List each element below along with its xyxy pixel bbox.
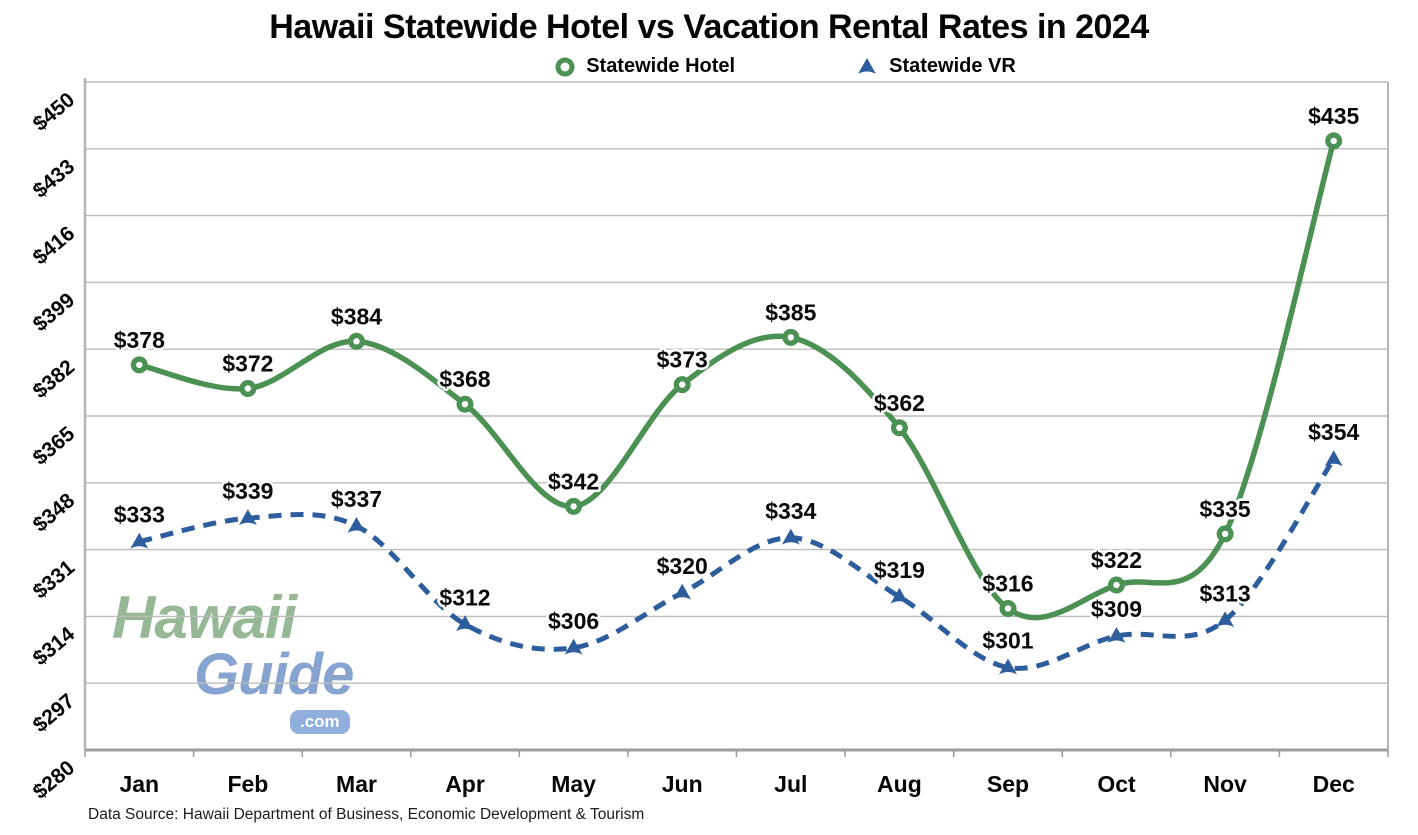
legend-item-hotel: Statewide Hotel (554, 55, 735, 78)
hotel-open-circle-marker-icon (555, 57, 575, 76)
hotel-series-line (136, 138, 1337, 621)
hotel-data-label: $373 (657, 347, 708, 373)
vr-data-point-marker (781, 528, 800, 545)
hotel-data-point-marker-hole (1330, 137, 1337, 145)
y-axis-label: $399 (29, 289, 80, 337)
x-axis-label: Mar (336, 771, 377, 797)
hotel-data-point-marker-hole (896, 424, 903, 431)
vr-data-label: $319 (874, 557, 925, 583)
vr-data-point-marker (130, 532, 149, 549)
vr-data-label: $334 (765, 498, 816, 524)
hotel-data-label: $342 (548, 468, 599, 494)
vr-data-label: $339 (222, 478, 273, 504)
vr-data-label: $337 (331, 486, 382, 512)
hotel-data-label: $384 (331, 303, 382, 329)
x-axis-label: Feb (227, 771, 268, 797)
watermark-hawaii-text: Hawaii (112, 584, 297, 651)
x-axis-label: Apr (445, 771, 485, 797)
watermark-com-badge: .com (290, 710, 350, 734)
hotel-data-point-marker-hole (570, 503, 577, 510)
hotel-data-point-marker-hole (461, 401, 469, 408)
legend-label-hotel: Statewide Hotel (586, 55, 736, 77)
legend-label-vr: Statewide VR (889, 55, 1016, 77)
vr-data-point-marker (347, 517, 366, 533)
y-axis-label: $450 (29, 88, 80, 136)
vr-data-point-marker (673, 583, 692, 600)
hotel-data-label: $362 (874, 390, 925, 416)
hotel-data-label: $385 (765, 299, 816, 325)
vr-data-label: $306 (548, 608, 599, 634)
y-axis-label: $280 (29, 756, 80, 804)
vr-data-label: $313 (1200, 580, 1251, 606)
x-axis-label: Jul (774, 771, 807, 797)
hotel-data-point-marker-hole (353, 338, 360, 345)
hotel-data-point-marker-hole (679, 381, 686, 388)
vr-data-point-marker (456, 615, 474, 632)
hotel-data-label: $368 (439, 366, 490, 392)
hotel-data-point-marker-hole (136, 361, 143, 369)
hotel-data-point-marker-hole (1113, 581, 1120, 589)
y-axis-label: $348 (29, 489, 80, 537)
vr-data-point-marker (238, 509, 257, 526)
vr-data-label: $309 (1091, 596, 1142, 622)
hotel-data-label: $378 (114, 327, 165, 353)
hotel-data-point-marker-hole (244, 385, 252, 392)
data-source-note: Data Source: Hawaii Department of Busine… (88, 806, 645, 823)
y-axis-label: $297 (29, 689, 80, 737)
vr-data-label: $320 (657, 553, 708, 579)
legend: Statewide Hotel Statewide VR (76, 55, 1418, 78)
vr-data-label: $354 (1308, 419, 1359, 445)
y-axis-label: $433 (29, 155, 80, 203)
hotel-data-label: $435 (1308, 103, 1359, 129)
hotel-data-point-marker-hole (1004, 605, 1012, 612)
vr-data-point-marker (1216, 611, 1235, 628)
vr-data-label: $333 (114, 502, 165, 528)
vr-data-point-marker (1324, 450, 1343, 467)
y-axis-label: $331 (29, 556, 80, 604)
y-axis-label: $314 (29, 622, 80, 670)
hotel-data-label: $322 (1091, 547, 1142, 573)
x-axis-label: Oct (1097, 771, 1136, 797)
x-axis-label: Jan (119, 771, 159, 797)
x-axis-label: Sep (987, 771, 1029, 797)
vr-data-point-marker (1107, 627, 1126, 643)
x-axis-label: May (551, 771, 596, 797)
vr-series-line (138, 457, 1336, 671)
x-axis-label: Jun (662, 771, 703, 797)
x-axis-label: Dec (1313, 771, 1355, 797)
vr-triangle-marker-icon (858, 57, 877, 74)
hotel-data-label: $372 (222, 351, 273, 377)
hotel-data-point-marker-hole (1221, 530, 1229, 538)
y-axis-label: $416 (29, 222, 80, 270)
watermark-guide-text: Guide (194, 642, 354, 707)
y-axis-label: $382 (29, 355, 80, 403)
vr-data-label: $312 (439, 584, 490, 610)
hotel-data-label: $316 (982, 571, 1033, 597)
vr-data-point-marker (999, 658, 1017, 675)
hotel-data-point-marker-hole (787, 334, 794, 341)
hawaiiguide-watermark-logo: Hawaii Guide .com (112, 588, 372, 748)
vr-data-label: $301 (982, 628, 1033, 654)
x-axis-label: Aug (877, 771, 922, 797)
y-axis-label: $365 (29, 422, 80, 470)
legend-item-vr: Statewide VR (855, 55, 1016, 78)
vr-data-point-marker (890, 587, 909, 604)
chart-title: Hawaii Statewide Hotel vs Vacation Renta… (269, 8, 1149, 46)
hotel-data-label: $335 (1200, 496, 1251, 522)
x-axis-label: Nov (1203, 771, 1247, 797)
vr-data-point-marker (564, 638, 583, 655)
